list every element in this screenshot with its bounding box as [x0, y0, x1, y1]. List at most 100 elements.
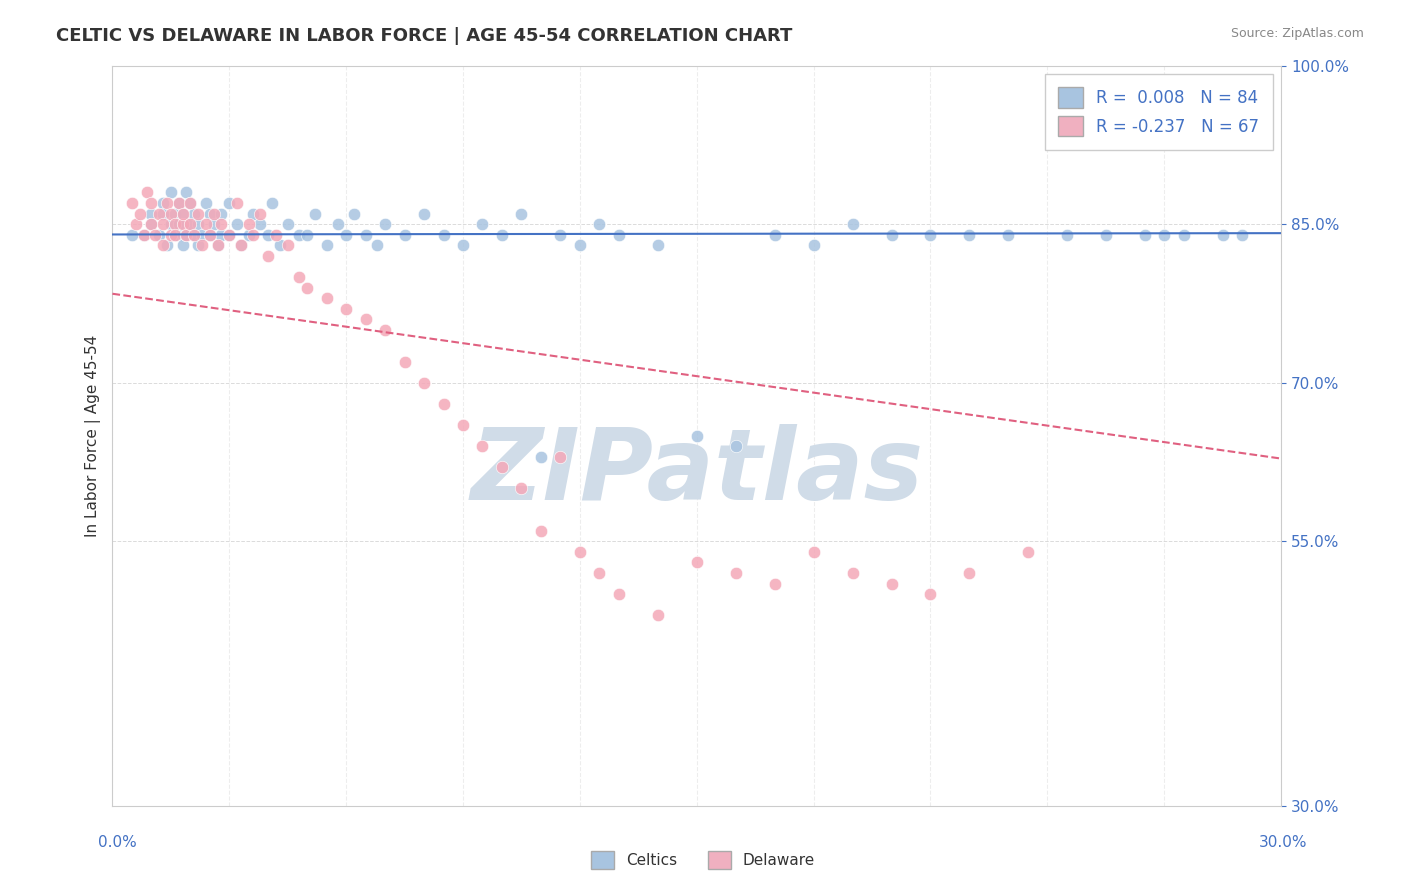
- Point: [568, 238, 591, 252]
- Point: [1212, 227, 1234, 242]
- Point: [125, 217, 148, 231]
- Point: [920, 587, 942, 601]
- Point: [198, 227, 221, 242]
- Point: [242, 206, 264, 220]
- Point: [880, 576, 903, 591]
- Text: ZIPatlas: ZIPatlas: [470, 424, 924, 521]
- Point: [530, 524, 553, 538]
- Point: [588, 217, 610, 231]
- Point: [176, 186, 198, 200]
- Point: [202, 206, 225, 220]
- Point: [238, 227, 260, 242]
- Point: [160, 186, 183, 200]
- Point: [249, 206, 271, 220]
- Point: [211, 206, 233, 220]
- Point: [179, 196, 201, 211]
- Point: [1056, 227, 1078, 242]
- Point: [148, 206, 170, 220]
- Point: [803, 545, 825, 559]
- Point: [335, 301, 357, 316]
- Point: [304, 206, 326, 220]
- Point: [394, 227, 416, 242]
- Point: [1094, 227, 1116, 242]
- Point: [432, 227, 454, 242]
- Point: [1153, 227, 1175, 242]
- Point: [841, 217, 863, 231]
- Point: [238, 217, 260, 231]
- Point: [202, 217, 225, 231]
- Point: [152, 217, 174, 231]
- Point: [959, 227, 981, 242]
- Point: [763, 576, 786, 591]
- Point: [207, 238, 229, 252]
- Point: [1250, 90, 1272, 104]
- Point: [647, 238, 669, 252]
- Point: [160, 217, 183, 231]
- Point: [136, 186, 159, 200]
- Point: [194, 196, 217, 211]
- Point: [550, 227, 572, 242]
- Point: [374, 323, 396, 337]
- Point: [218, 227, 240, 242]
- Text: CELTIC VS DELAWARE IN LABOR FORCE | AGE 45-54 CORRELATION CHART: CELTIC VS DELAWARE IN LABOR FORCE | AGE …: [56, 27, 793, 45]
- Point: [510, 206, 533, 220]
- Point: [172, 238, 194, 252]
- Point: [218, 227, 240, 242]
- Point: [277, 217, 299, 231]
- Point: [997, 227, 1019, 242]
- Point: [394, 354, 416, 368]
- Point: [1133, 227, 1156, 242]
- Point: [176, 227, 198, 242]
- Point: [132, 227, 155, 242]
- Point: [354, 227, 377, 242]
- Point: [588, 566, 610, 580]
- Text: 30.0%: 30.0%: [1260, 836, 1308, 850]
- Point: [152, 196, 174, 211]
- Point: [226, 217, 249, 231]
- Point: [163, 227, 186, 242]
- Point: [156, 196, 179, 211]
- Point: [179, 217, 201, 231]
- Point: [841, 566, 863, 580]
- Point: [724, 566, 747, 580]
- Point: [335, 227, 357, 242]
- Point: [1230, 227, 1253, 242]
- Point: [413, 206, 436, 220]
- Point: [607, 587, 630, 601]
- Point: [249, 217, 271, 231]
- Point: [413, 376, 436, 390]
- Point: [172, 206, 194, 220]
- Point: [432, 397, 454, 411]
- Point: [183, 227, 205, 242]
- Point: [530, 450, 553, 464]
- Point: [1017, 545, 1039, 559]
- Point: [167, 196, 190, 211]
- Point: [141, 196, 163, 211]
- Point: [920, 227, 942, 242]
- Point: [141, 217, 163, 231]
- Point: [288, 270, 311, 285]
- Point: [491, 227, 513, 242]
- Point: [160, 227, 183, 242]
- Point: [121, 196, 143, 211]
- Point: [343, 206, 366, 220]
- Point: [143, 227, 166, 242]
- Text: 0.0%: 0.0%: [98, 836, 138, 850]
- Point: [724, 439, 747, 453]
- Point: [191, 238, 214, 252]
- Point: [176, 227, 198, 242]
- Point: [277, 238, 299, 252]
- Point: [167, 196, 190, 211]
- Point: [510, 482, 533, 496]
- Point: [264, 227, 287, 242]
- Point: [152, 206, 174, 220]
- Point: [152, 238, 174, 252]
- Point: [148, 227, 170, 242]
- Point: [163, 217, 186, 231]
- Point: [451, 238, 474, 252]
- Point: [229, 238, 252, 252]
- Point: [160, 206, 183, 220]
- Text: Source: ZipAtlas.com: Source: ZipAtlas.com: [1230, 27, 1364, 40]
- Point: [288, 227, 311, 242]
- Point: [328, 217, 350, 231]
